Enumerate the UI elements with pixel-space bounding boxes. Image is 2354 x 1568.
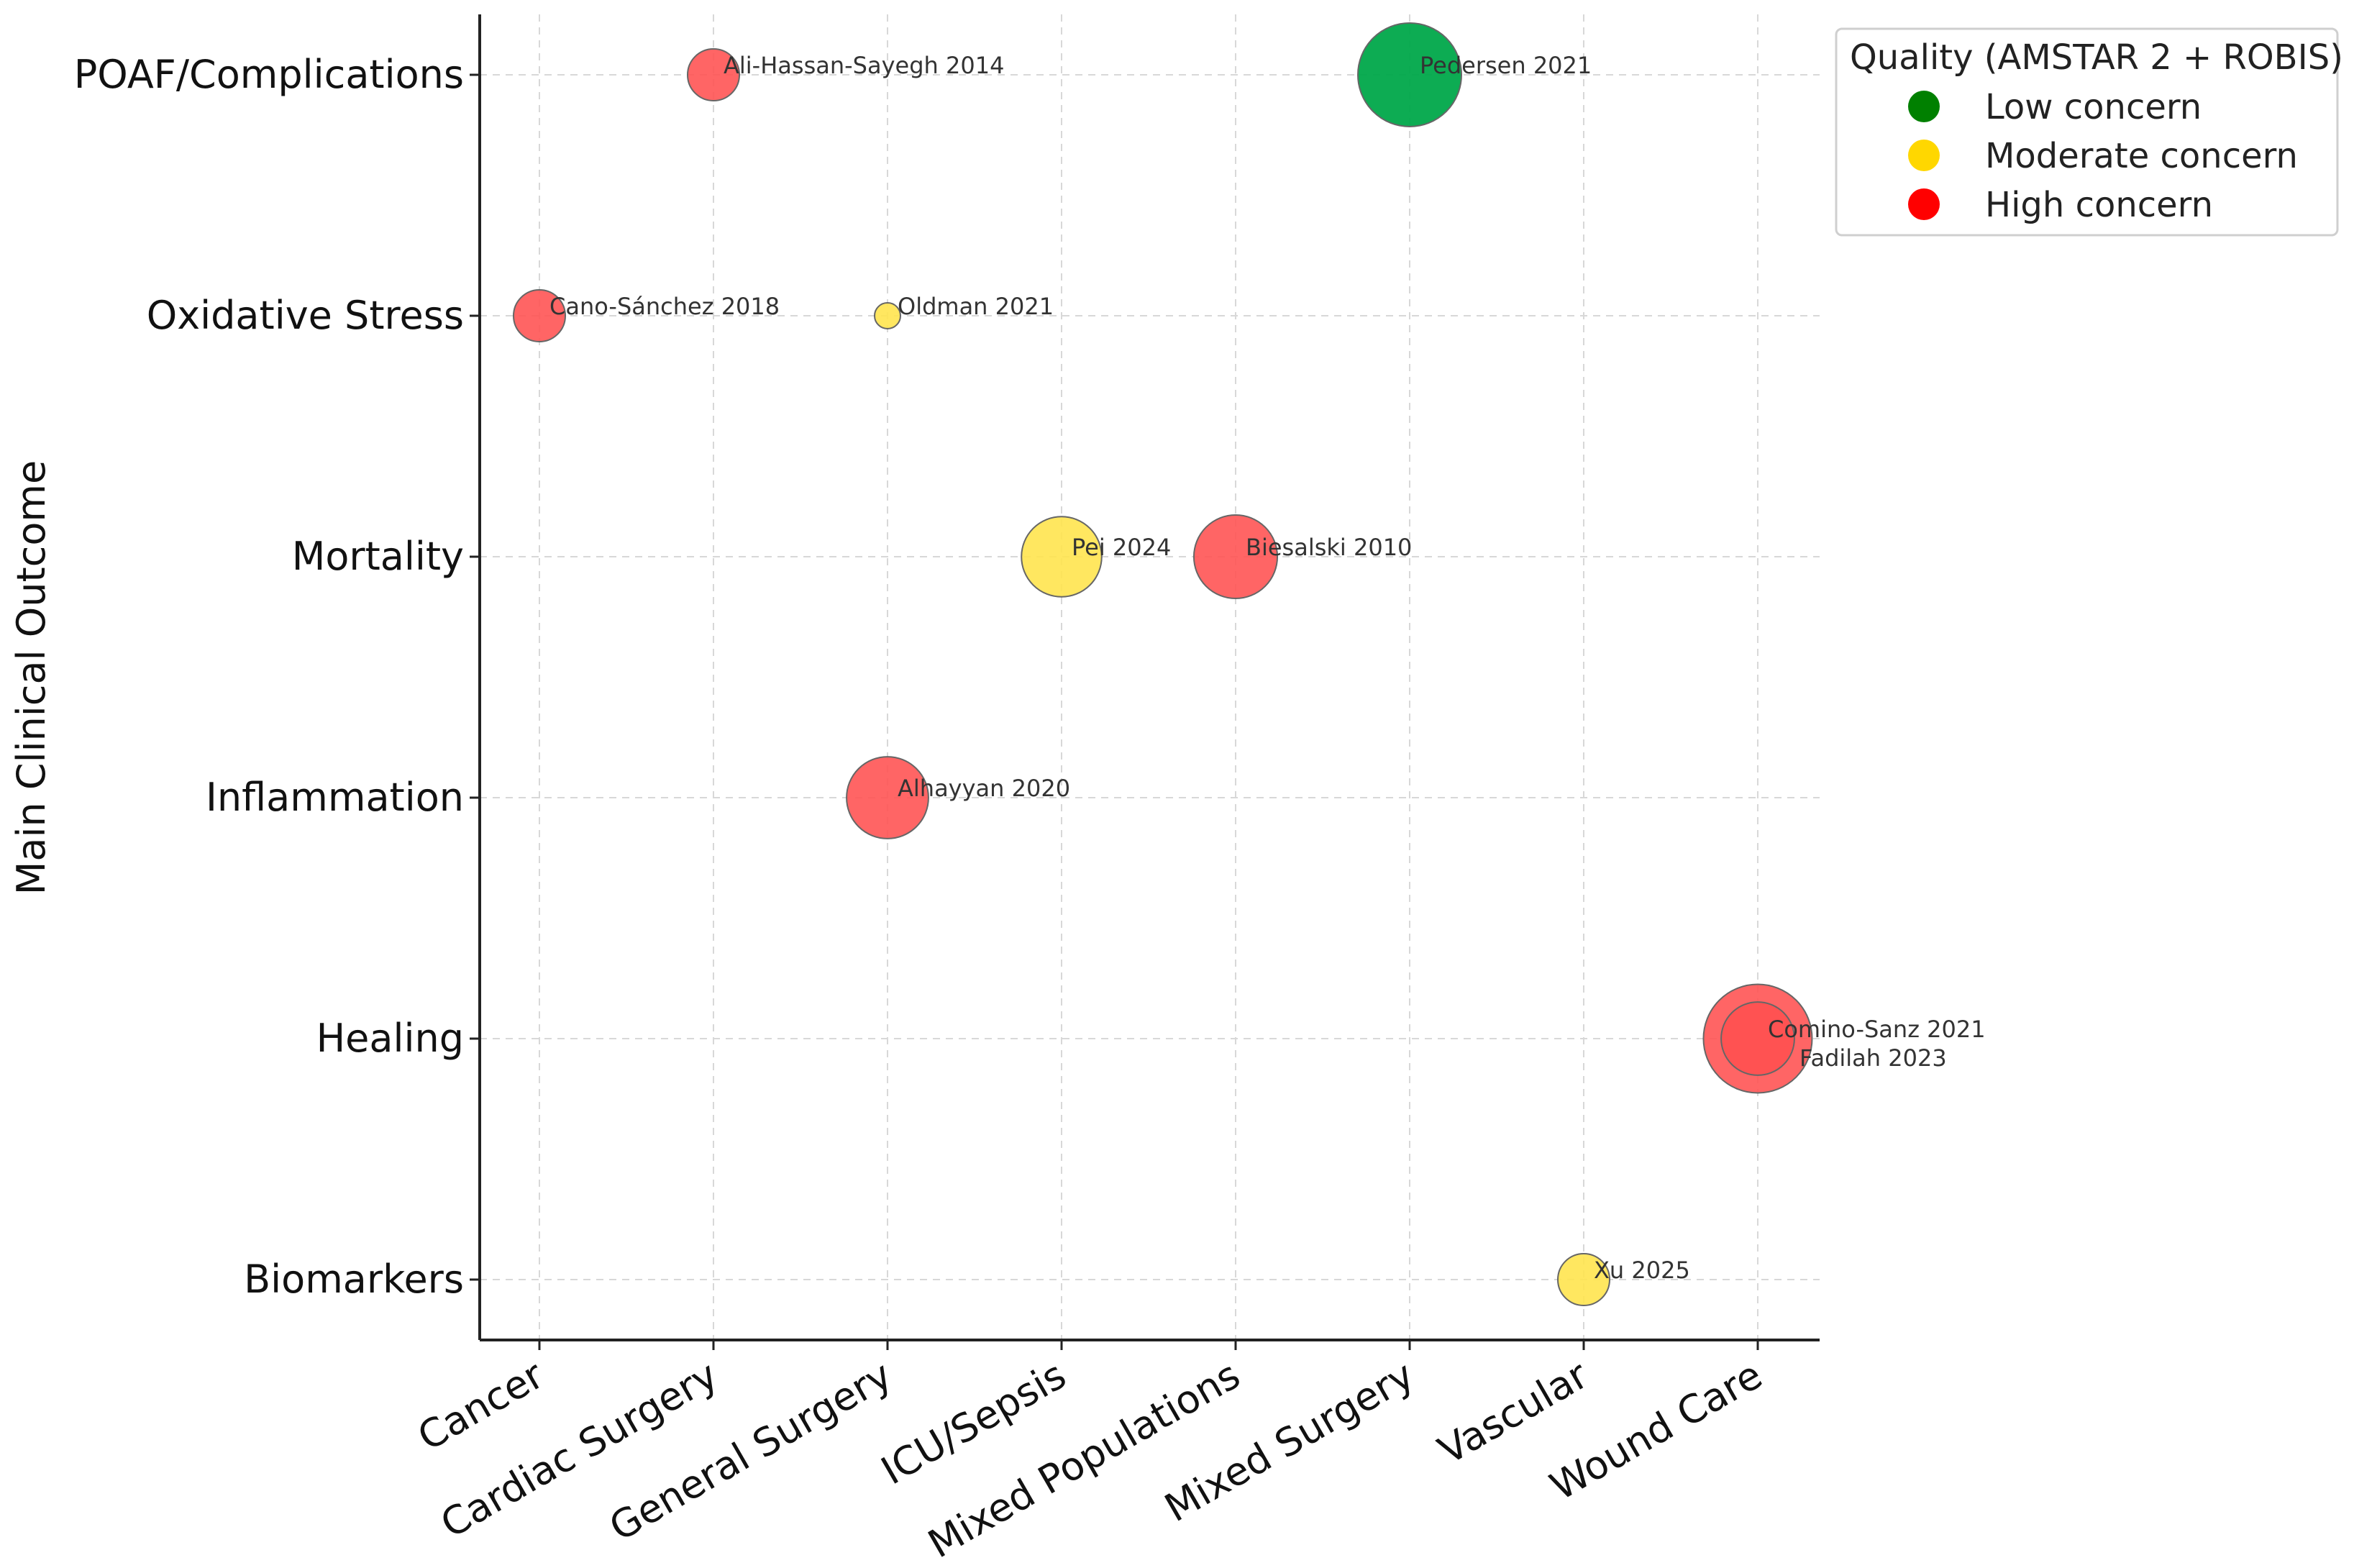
bubble: [846, 756, 929, 839]
legend-entries: Low concern Moderate concern High concern: [1908, 87, 2298, 225]
bubble: [1192, 514, 1279, 600]
y-tick-label: Healing: [316, 1016, 464, 1061]
legend-label: Low concern: [1985, 87, 2202, 127]
legend-marker: [1908, 91, 1940, 122]
y-tick-label: POAF/Complications: [74, 52, 464, 97]
y-tick-label: Mortality: [292, 534, 464, 579]
bubble: [687, 48, 740, 101]
bubble: [513, 289, 566, 342]
bubble: [1720, 1001, 1795, 1076]
bubble-label: Pei 2024: [1072, 534, 1171, 561]
y-tick-label: Oxidative Stress: [147, 293, 464, 338]
bubble-label: Oldman 2021: [898, 293, 1054, 320]
bubble-label: Fadilah 2023: [1799, 1044, 1947, 1072]
y-tick-label: Biomarkers: [244, 1257, 464, 1302]
x-tick-label: Mixed Populations: [921, 1352, 1247, 1567]
legend-title: Quality (AMSTAR 2 + ROBIS): [1850, 37, 2343, 78]
bubble-label: Alhayyan 2020: [898, 775, 1070, 802]
y-ticks: Biomarkers Healing Inflammation Mortality Ox…: [74, 52, 480, 1302]
bubble-label: Pedersen 2021: [1420, 52, 1592, 79]
legend-marker: [1908, 188, 1940, 220]
bubble-label: Cano-Sánchez 2018: [549, 293, 780, 320]
grid-lines: [480, 14, 1820, 1340]
bubble: [1557, 1253, 1610, 1306]
x-tick-label: General Surgery: [602, 1352, 900, 1550]
bubble-label: Ali-Hassan-Sayegh 2014: [724, 52, 1004, 79]
bubbles: Ali-Hassan-Sayegh 2014 Pedersen 2021 Cano-…: [513, 22, 1986, 1306]
bubble-label: Comino-Sanz 2021: [1768, 1016, 1986, 1043]
bubble-label: Biesalski 2010: [1246, 534, 1412, 561]
bubble-label: Xu 2025: [1594, 1257, 1690, 1284]
bubble: [874, 302, 901, 329]
x-tick-label: Cancer: [410, 1352, 552, 1459]
legend-label: Moderate concern: [1985, 136, 2298, 176]
legend-frame: [1835, 27, 2339, 237]
axes: [478, 14, 1820, 1341]
y-axis-label: Main Clinical Outcome: [9, 460, 54, 895]
bubble: [1357, 22, 1462, 127]
bubble: [1021, 516, 1103, 598]
legend: Quality (AMSTAR 2 + ROBIS) Low concern Mo…: [1835, 27, 2343, 237]
legend-marker: [1908, 140, 1940, 171]
legend-label: High concern: [1985, 185, 2213, 225]
y-tick-label: Inflammation: [206, 775, 464, 820]
